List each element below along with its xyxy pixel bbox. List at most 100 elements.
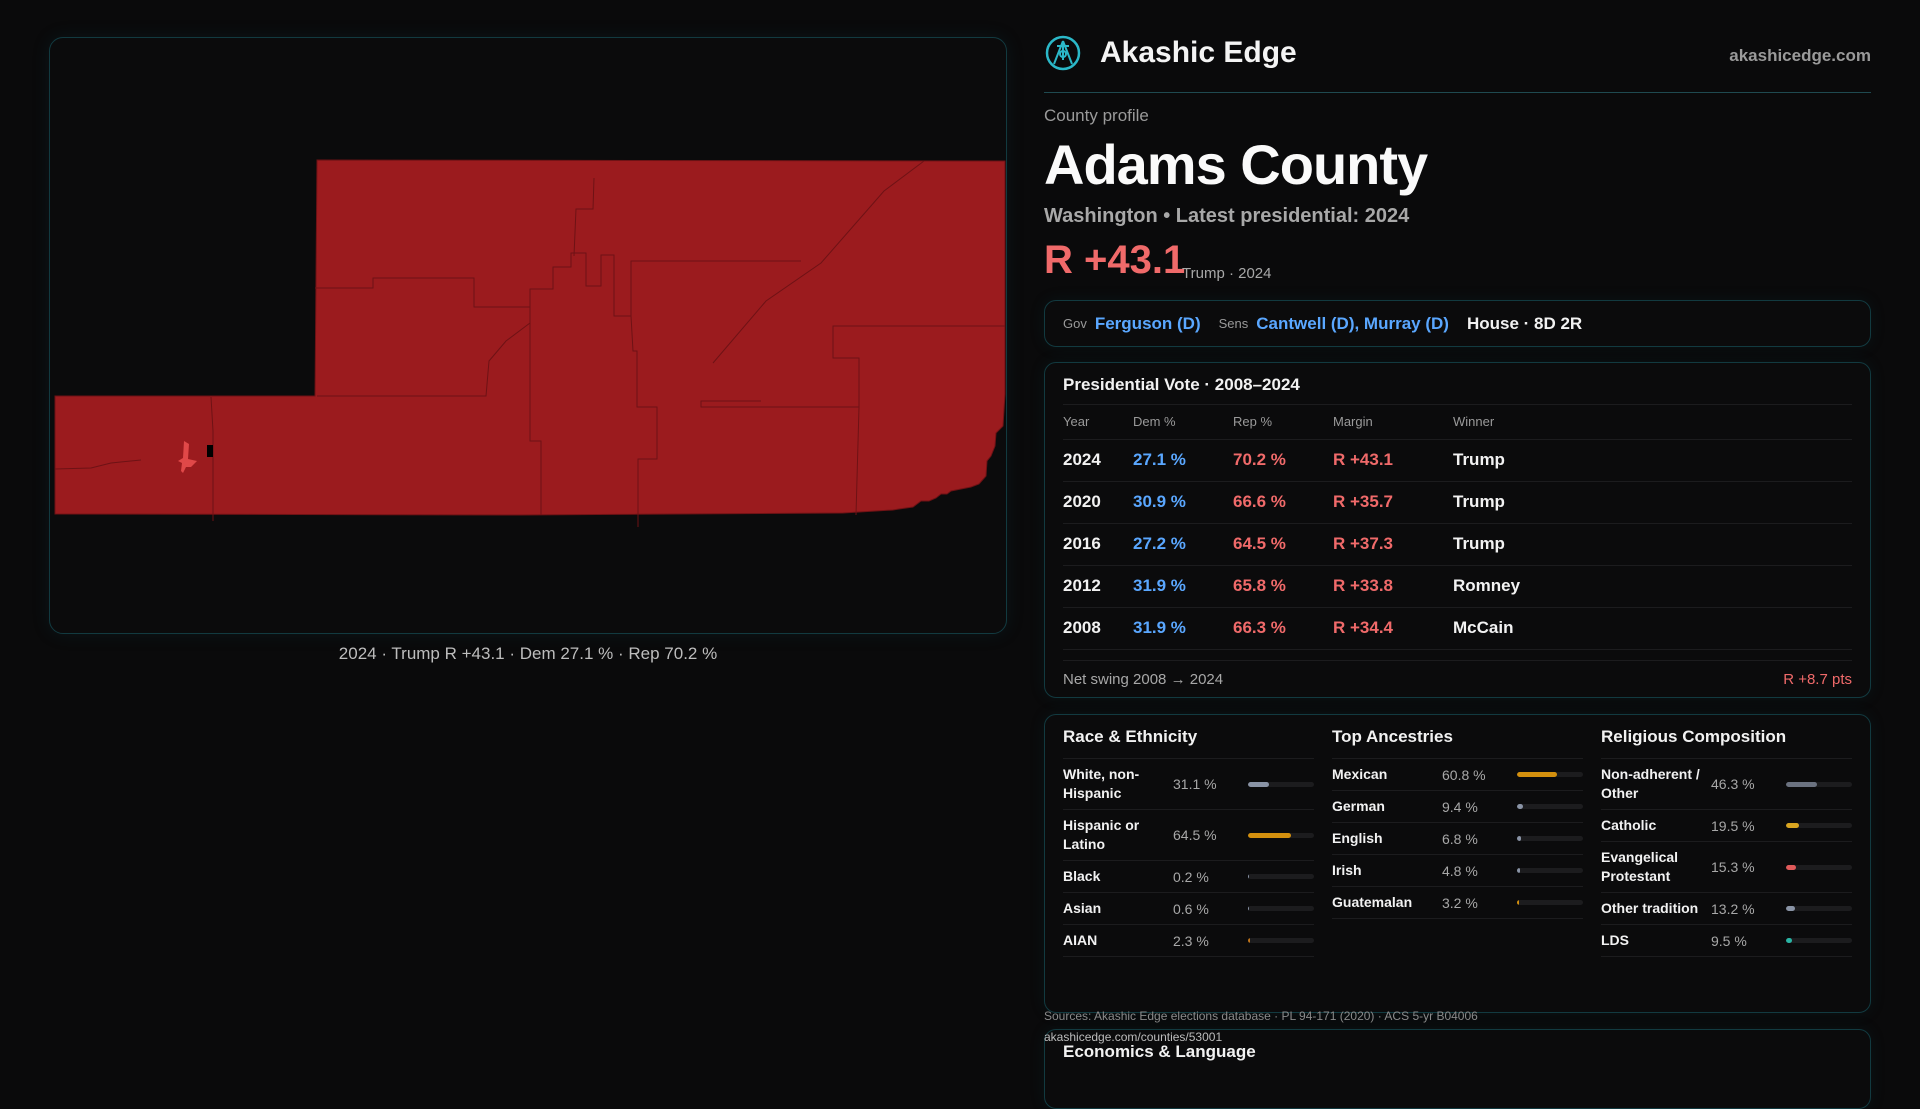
row-value: 0.2 % [1173,868,1209,885]
bar-track [1248,906,1314,911]
row-label: Mexican [1332,766,1388,782]
table-row: 2008 31.9 % 66.3 % R +34.4 McCain [1063,607,1852,650]
section-title: Race & Ethnicity [1063,715,1314,759]
demographic-section: Religious Composition Non-adherent / Othe… [1601,715,1852,1012]
table-cell: McCain [1453,607,1852,650]
headline-margin-sub: Trump · 2024 [1182,265,1272,282]
bar-fill [1248,832,1291,838]
officials-bar: Gov Ferguson (D) Sens Cantwell (D), Murr… [1044,300,1871,347]
table-cell: 2012 [1063,565,1133,608]
town-highlight[interactable] [178,441,197,473]
row-value: 6.8 % [1442,830,1478,847]
row-label: Catholic [1601,817,1657,833]
row-value: 46.3 % [1711,776,1755,792]
bar-track [1517,900,1583,905]
demographic-row: Mexican 60.8 % [1332,759,1583,791]
demographic-row: LDS 9.5 % [1601,925,1852,957]
bar-fill [1786,906,1795,911]
section-title: Top Ancestries [1332,715,1583,759]
house-delegation: House · 8D 2R [1466,313,1583,333]
row-value: 60.8 % [1442,766,1486,783]
bar-track [1786,781,1852,787]
bar-fill [1517,836,1522,841]
row-value: 13.2 % [1711,900,1755,917]
senators: Cantwell (D), Murray (D) [1256,313,1449,333]
row-label: LDS [1601,932,1629,948]
gov-label: Gov [1063,316,1087,331]
governor: Ferguson (D) [1094,313,1201,333]
demographic-row: Catholic 19.5 % [1601,810,1852,842]
demographic-row: English 6.8 % [1332,823,1583,855]
sens-label: Sens [1218,316,1249,331]
table-row: 2024 27.1 % 70.2 % R +43.1 Trump [1063,439,1852,482]
table-row: 2020 30.9 % 66.6 % R +35.7 Trump [1063,481,1852,524]
table-cell: R +35.7 [1333,481,1453,524]
sources-text: Sources: Akashic Edge elections database… [1044,1009,1478,1023]
county-map-panel[interactable] [49,37,1007,634]
bar-track [1248,938,1314,943]
demographic-section: Race & Ethnicity White, non-Hispanic 31.1 … [1063,715,1314,1012]
table-cell: 65.8 % [1233,565,1333,608]
table-cell: Romney [1453,565,1852,608]
sources: Sources: Akashic Edge elections database… [1044,1006,1478,1047]
bar-track [1517,804,1583,809]
table-header-row: Year Dem % Rep % Margin Winner [1063,405,1852,440]
bar-fill [1517,868,1521,873]
site-link[interactable]: akashicedge.com [1729,46,1871,65]
table-cell: R +37.3 [1333,523,1453,566]
permalink[interactable]: akashicedge.com/counties/53001 [1044,1030,1223,1044]
net-swing-value: R +8.7 pts [1783,670,1852,688]
table-cell: 30.9 % [1133,481,1233,524]
demographic-row: Non-adherent / Other 46.3 % [1601,759,1852,810]
table-row: 2016 27.2 % 64.5 % R +37.3 Trump [1063,523,1852,566]
demographic-row: Guatemalan 3.2 % [1332,887,1583,919]
bar-fill [1248,938,1250,943]
row-value: 19.5 % [1711,817,1755,834]
table-cell: 31.9 % [1133,565,1233,608]
boundary-lines [54,160,1005,527]
row-value: 4.8 % [1442,862,1478,879]
county-map[interactable] [50,38,1008,635]
map-gap [207,445,213,457]
row-label: Evangelical Protestant [1601,849,1679,884]
bar-fill [1786,938,1793,943]
row-label: Guatemalan [1332,894,1413,910]
demographic-row: Hispanic or Latino 64.5 % [1063,810,1314,861]
table-cell: 2020 [1063,481,1133,524]
bar-track [1517,868,1583,873]
net-swing: Net swing 2008 → 2024 R +8.7 pts [1063,659,1852,688]
bar-track [1248,874,1314,879]
row-label: White, non-Hispanic [1063,766,1140,801]
row-value: 31.1 % [1173,776,1217,792]
demographic-row: Irish 4.8 % [1332,855,1583,887]
card-title: Presidential Vote · 2008–2024 [1063,363,1852,405]
column-header: Rep % [1233,405,1333,440]
table-cell: 64.5 % [1233,523,1333,566]
headline-margin: R +43.1 [1044,238,1186,282]
row-value: 9.5 % [1711,932,1747,949]
table-row: 2012 31.9 % 65.8 % R +33.8 Romney [1063,565,1852,608]
row-label: AIAN [1063,932,1098,948]
bar-track [1786,906,1852,911]
demographic-row: Other tradition 13.2 % [1601,893,1852,925]
row-label: English [1332,830,1383,846]
row-value: 2.3 % [1173,932,1209,949]
page-title: Adams County [1044,133,1428,196]
map-caption: 2024 · Trump R +43.1 · Dem 27.1 % · Rep … [338,644,718,663]
table-cell: 2024 [1063,439,1133,482]
bar-fill [1517,804,1524,809]
row-label: Other tradition [1601,900,1699,916]
demographic-row: Black 0.2 % [1063,861,1314,893]
card-title: Economics & Language [1063,1042,1256,1061]
section-title: Religious Composition [1601,715,1852,759]
row-value: 0.6 % [1173,900,1209,917]
row-label: Non-adherent / Other [1601,766,1700,801]
brand[interactable]: Akashic Edge [1044,34,1297,72]
row-label: Black [1063,868,1101,884]
demographic-row: German 9.4 % [1332,791,1583,823]
bar-track [1248,781,1314,787]
table-cell: 70.2 % [1233,439,1333,482]
table-cell: Trump [1453,439,1852,482]
bar-track [1786,864,1852,870]
demographic-row: White, non-Hispanic 31.1 % [1063,759,1314,810]
